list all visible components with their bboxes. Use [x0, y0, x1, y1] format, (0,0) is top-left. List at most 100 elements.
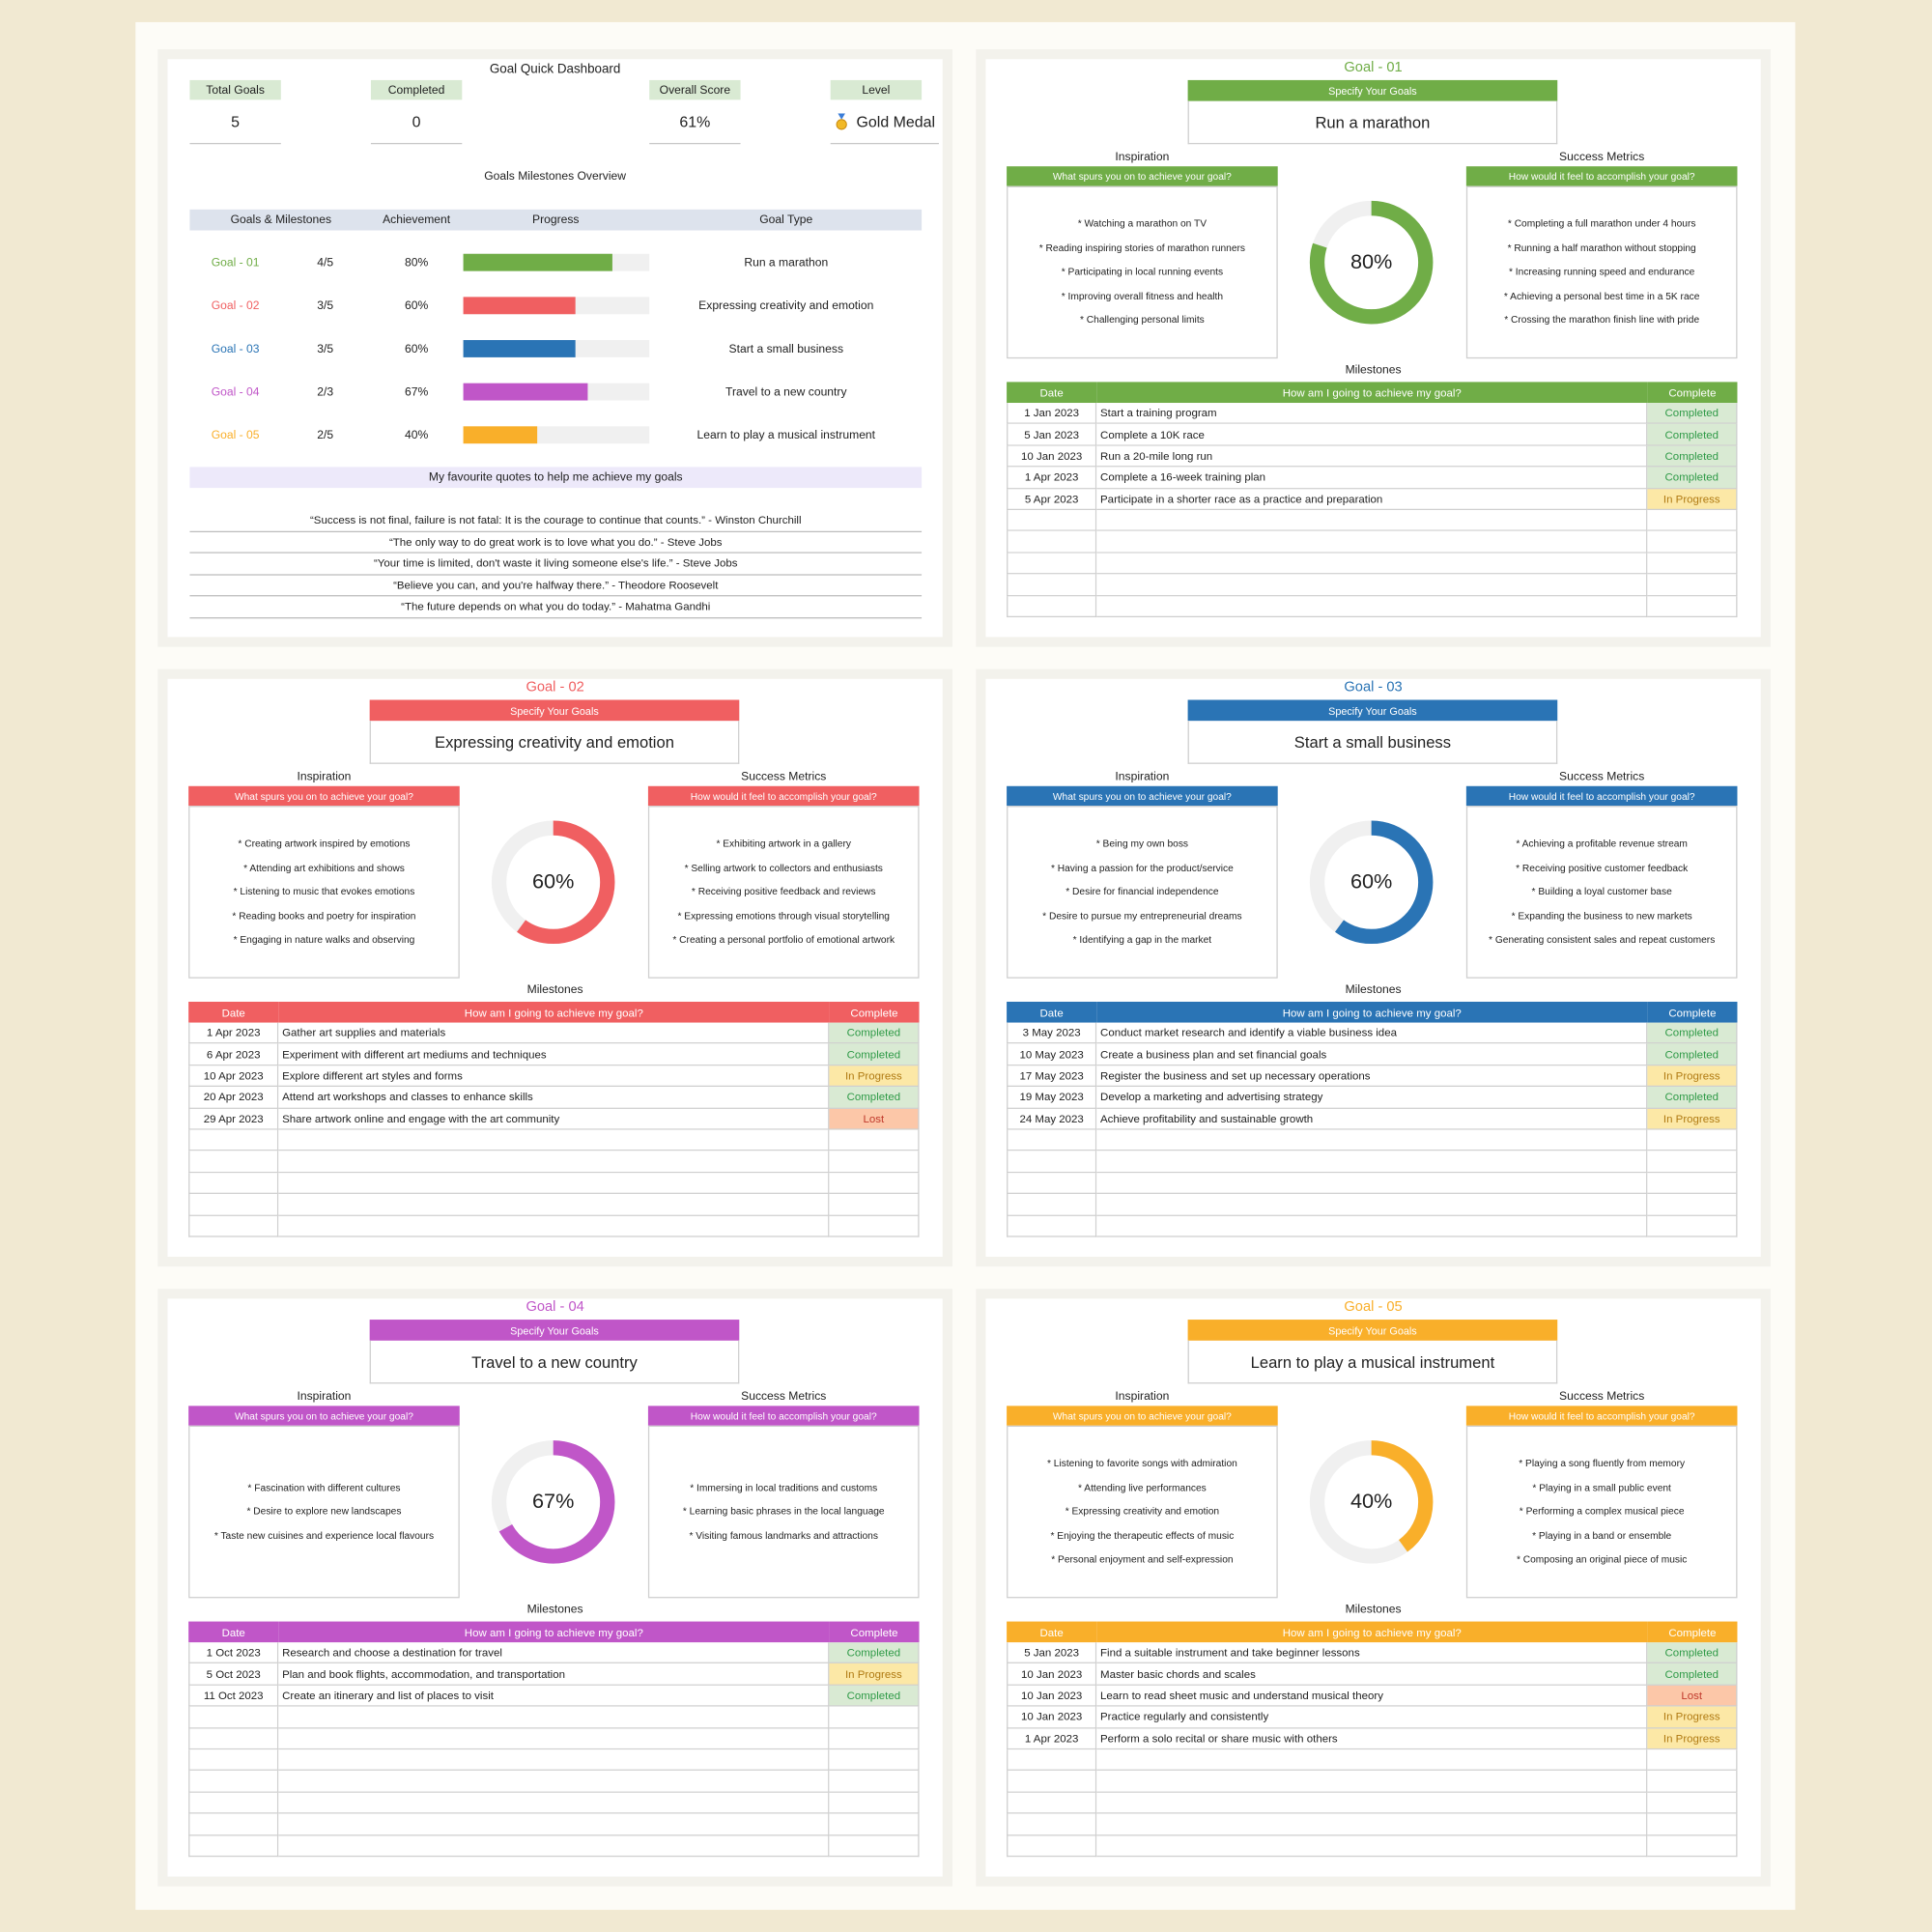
milestone-cell	[188, 1129, 279, 1151]
milestone-cell	[1096, 1749, 1648, 1772]
dashboard-title: Goal Quick Dashboard	[489, 61, 621, 77]
inspiration-item: * Challenging personal limits	[1080, 314, 1205, 326]
milestone-cell	[1647, 574, 1738, 596]
milestone-cell: Perform a solo recital or share music wi…	[1096, 1728, 1648, 1750]
inspiration-prompt: What spurs you on to achieve your goal?	[1007, 1406, 1278, 1426]
goal-title: Goal - 02	[526, 680, 584, 696]
milestone-cell	[278, 1129, 830, 1151]
milestone-cell: In Progress	[1647, 1706, 1738, 1729]
milestone-cell	[278, 1834, 830, 1858]
milestone-cell	[829, 1706, 920, 1729]
inspiration-box: * Watching a marathon on TV * Reading ins…	[1007, 185, 1278, 359]
goal-type: Start a small business	[728, 341, 844, 355]
medal-disc	[836, 118, 847, 129]
milestone-cell: 10 Jan 2023	[1007, 445, 1097, 468]
goal-type: Expressing creativity and emotion	[698, 298, 874, 313]
metrics-box: * Completing a full marathon under 4 hou…	[1465, 185, 1738, 359]
milestone-cell	[1096, 595, 1648, 618]
goal-label: Goal - 01	[211, 255, 260, 270]
milestone-cell: 5 Apr 2023	[1007, 488, 1097, 511]
donut	[491, 1440, 615, 1564]
goal-text: Run a marathon	[1187, 100, 1558, 145]
inspiration-item: * Desire to pursue my entrepreneurial dr…	[1042, 909, 1242, 922]
milestone-cell	[1007, 1771, 1097, 1793]
donut-arc	[1309, 200, 1434, 325]
milestone-column: Complete	[1647, 1001, 1738, 1023]
milestone-cell: In Progress	[1647, 1108, 1738, 1130]
inspiration-item: * Attending art exhibitions and shows	[243, 862, 405, 873]
milestone-column: Complete	[829, 1621, 920, 1643]
milestone-cell	[188, 1792, 279, 1814]
milestone-cell: Lost	[829, 1108, 920, 1130]
milestone-cell: 10 Jan 2023	[1007, 1663, 1097, 1686]
progress-bar	[463, 340, 576, 357]
inspiration-item: * Taste new cuisines and experience loca…	[213, 1529, 435, 1542]
milestone-cell: 1 Oct 2023	[188, 1642, 279, 1664]
inspiration-title: Inspiration	[1115, 1389, 1170, 1404]
milestone-cell	[1007, 1215, 1097, 1237]
goal-label: Goal - 03	[211, 341, 260, 355]
milestone-cell	[1007, 1151, 1097, 1174]
milestone-cell: 20 Apr 2023	[188, 1087, 279, 1109]
milestones-title: Milestones	[526, 1603, 583, 1617]
milestone-cell	[1096, 1834, 1648, 1858]
milestone-cell	[1007, 553, 1097, 575]
metrics-item: * Completing a full marathon under 4 hou…	[1507, 217, 1696, 230]
metrics-item: * Expanding the business to new markets	[1511, 909, 1692, 922]
achievement: 67%	[404, 384, 429, 399]
donut	[1309, 200, 1434, 325]
milestone-cell	[1096, 510, 1648, 532]
milestone-cell	[188, 1728, 279, 1750]
inspiration-item: * Reading books and poetry for inspirati…	[232, 909, 416, 922]
milestone-cell: Lost	[1647, 1685, 1738, 1707]
milestone-cell: Find a suitable instrument and take begi…	[1096, 1642, 1648, 1664]
milestone-cell	[188, 1151, 279, 1174]
milestone-cell: Conduct market research and identify a v…	[1096, 1022, 1648, 1044]
quote: “The future depends on what you do today…	[189, 596, 923, 618]
milestone-cell	[1096, 1792, 1648, 1814]
milestone-cell: Share artwork online and engage with the…	[278, 1108, 830, 1130]
milestone-cell: Master basic chords and scales	[1096, 1663, 1648, 1686]
milestone-cell	[1096, 531, 1648, 554]
milestone-cell: In Progress	[1647, 488, 1738, 511]
inspiration-item: * Desire to explore new landscapes	[246, 1505, 402, 1518]
metrics-item: * Achieving a profitable revenue stream	[1516, 838, 1688, 849]
milestone-column: Complete	[1647, 382, 1738, 404]
metrics-item: * Crossing the marathon finish line with…	[1504, 314, 1700, 326]
metrics-title: Success Metrics	[741, 769, 827, 783]
overview-header	[189, 209, 923, 231]
milestone-cell: 29 Apr 2023	[188, 1108, 279, 1130]
milestone-cell: Completed	[1647, 1663, 1738, 1686]
goal-label: Goal - 04	[211, 384, 260, 399]
donut-arc	[491, 820, 615, 945]
milestone-cell	[278, 1706, 830, 1729]
stat-value: 0	[370, 99, 463, 145]
donut	[1309, 820, 1434, 945]
milestone-cell: Completed	[1647, 1087, 1738, 1109]
stat-label: Level	[830, 79, 923, 100]
goal-panel: Goal - 05 Specify Your Goals Learn to play…	[976, 1289, 1771, 1887]
milestones-title: Milestones	[1345, 1603, 1402, 1617]
milestone-cell	[829, 1813, 920, 1835]
achievement: 80%	[404, 255, 429, 270]
milestone-cell	[188, 1771, 279, 1793]
milestone-cell	[188, 1194, 279, 1216]
donut-label: 60%	[532, 869, 575, 894]
metrics-prompt: How would it feel to accomplish your goa…	[647, 1406, 920, 1426]
milestone-cell	[829, 1792, 920, 1814]
inspiration-item: * Attending live performances	[1078, 1481, 1207, 1493]
inspiration-box: * Being my own boss * Having a passion fo…	[1007, 806, 1278, 979]
milestone-cell	[278, 1215, 830, 1237]
medal-ribbon	[838, 112, 846, 120]
milestone-cell	[1647, 1792, 1738, 1814]
stat-value: 5	[189, 99, 281, 145]
milestone-cell: Participate in a shorter race as a pract…	[1096, 488, 1648, 511]
milestone-cell	[188, 1706, 279, 1729]
inspiration-item: * Reading inspiring stories of marathon …	[1038, 242, 1246, 254]
milestone-cell: 10 May 2023	[1007, 1043, 1097, 1066]
stat-label: Overall Score	[649, 79, 741, 100]
metrics-box: * Achieving a profitable revenue stream *…	[1465, 806, 1738, 979]
milestones-title: Milestones	[1345, 982, 1402, 997]
metrics-box: * Immersing in local traditions and cust…	[647, 1425, 920, 1599]
